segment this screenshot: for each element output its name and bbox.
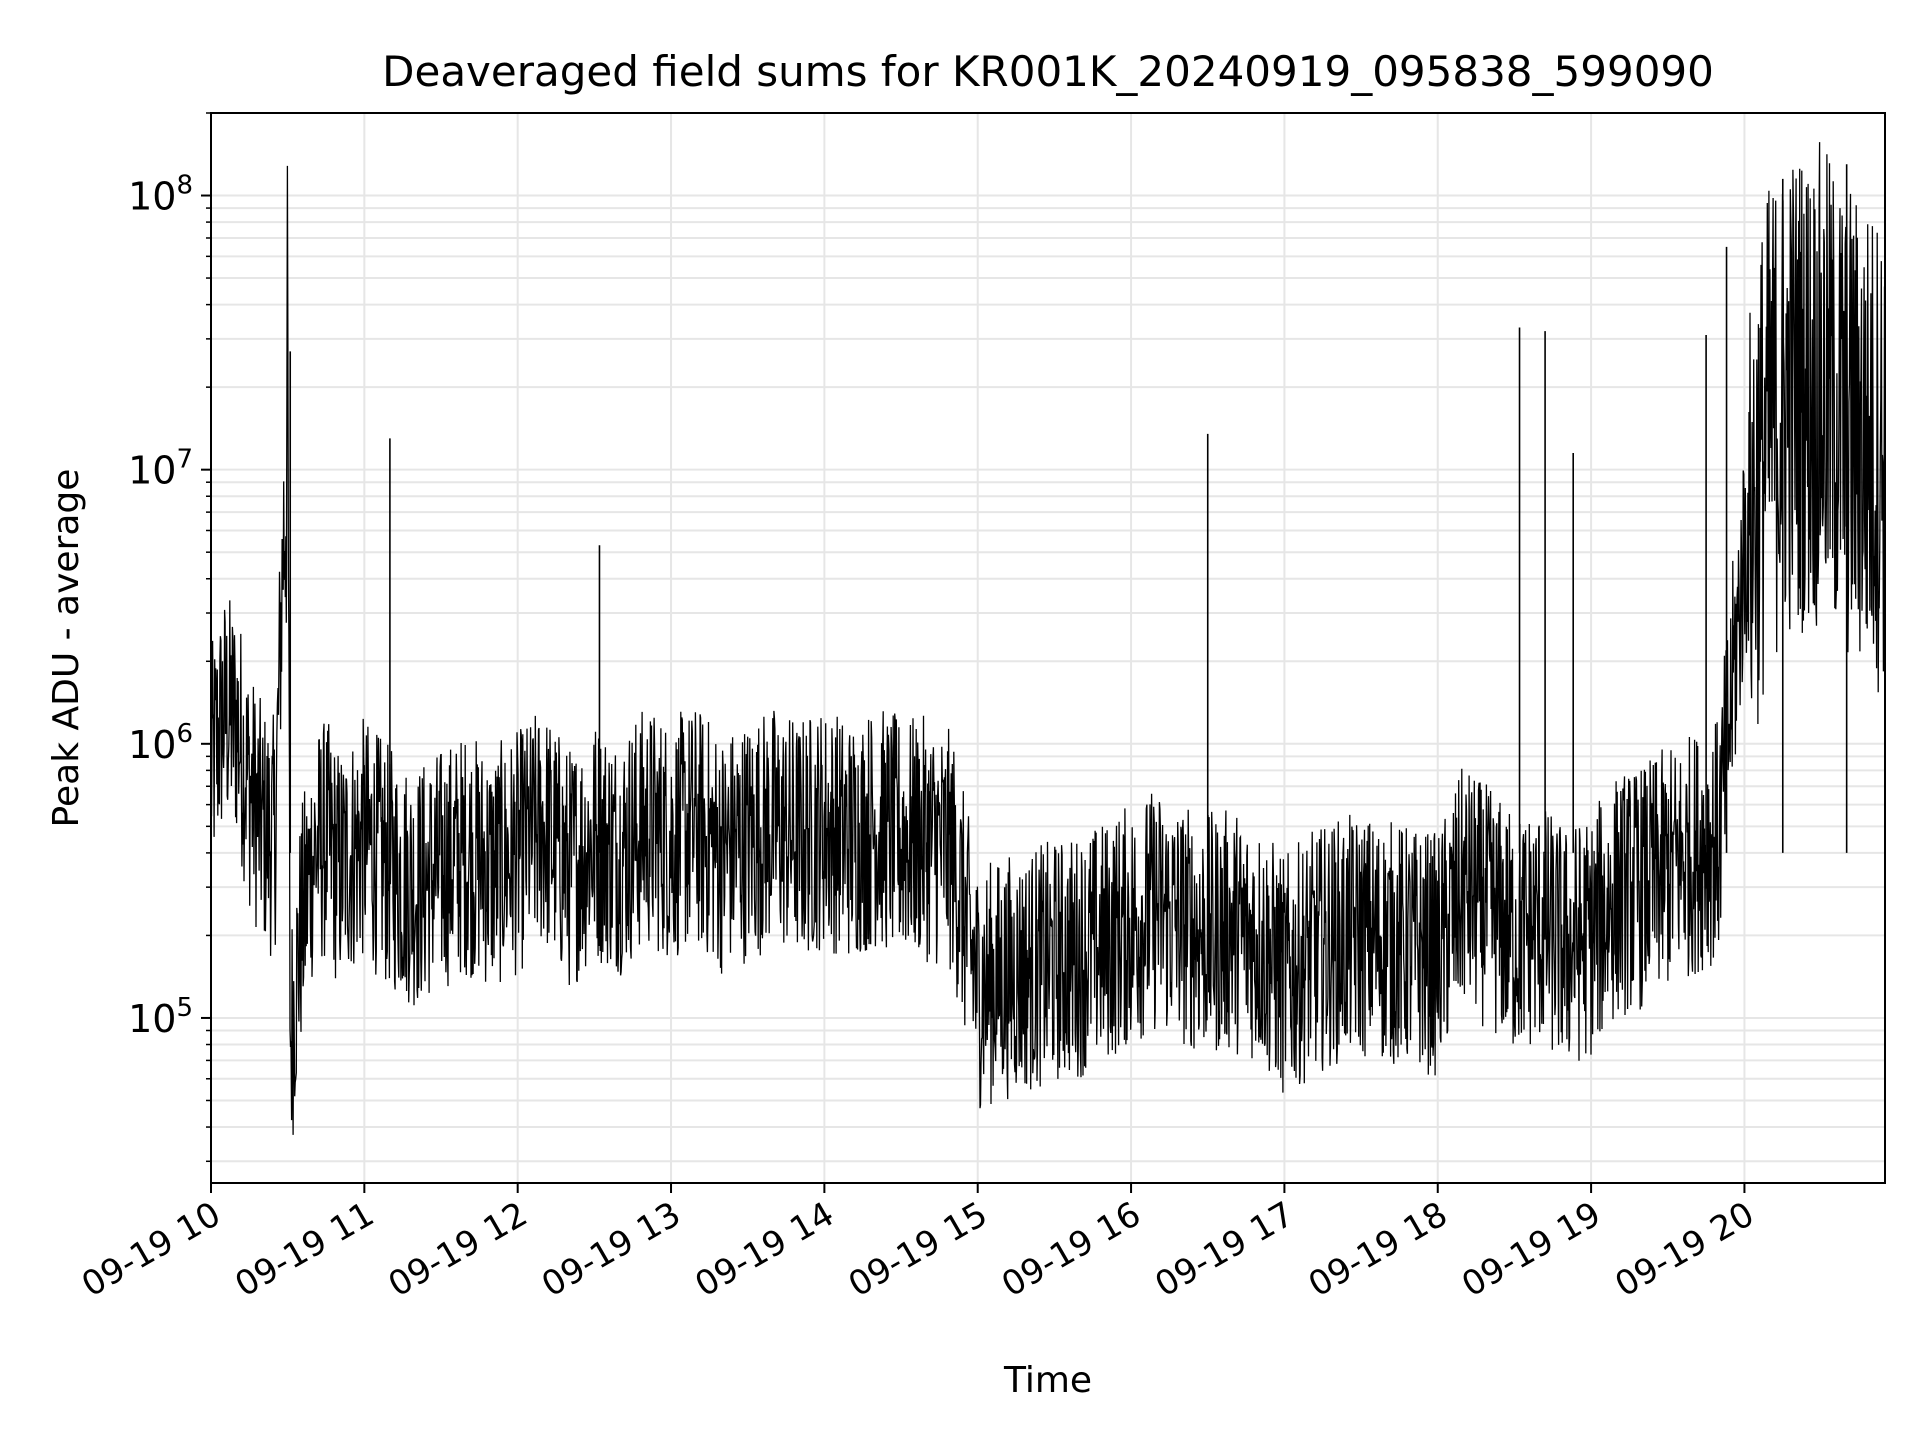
x-axis-label: Time bbox=[1003, 1360, 1092, 1401]
x-tick-label: 09-19 19 bbox=[1455, 1194, 1607, 1305]
x-tick-label: 09-19 11 bbox=[228, 1194, 380, 1305]
x-axis: 09-19 10 09-19 11 09-19 12 09-19 13 09-19 14… bbox=[75, 1183, 1761, 1305]
y-tick-label: 107 bbox=[128, 445, 193, 493]
y-tick-label: 108 bbox=[128, 171, 193, 219]
y-axis-label: Peak ADU - average bbox=[46, 469, 87, 828]
x-tick-label: 09-19 16 bbox=[995, 1194, 1147, 1305]
x-tick-label: 09-19 10 bbox=[75, 1194, 227, 1305]
x-tick-label: 09-19 14 bbox=[688, 1194, 840, 1305]
y-axis: 105 106 107 108 bbox=[128, 112, 211, 1163]
data-series bbox=[210, 142, 1886, 1135]
x-tick-label: 09-19 18 bbox=[1302, 1194, 1454, 1305]
y-tick-label: 105 bbox=[128, 993, 193, 1041]
series-line bbox=[210, 142, 1886, 1135]
x-tick-label: 09-19 13 bbox=[535, 1194, 687, 1305]
x-tick-label: 09-19 12 bbox=[382, 1194, 534, 1305]
x-tick-label: 09-19 17 bbox=[1149, 1194, 1301, 1305]
x-tick-label: 09-19 15 bbox=[842, 1194, 994, 1305]
grid-lines bbox=[210, 112, 1885, 1183]
chart-title: Deaveraged field sums for KR001K_2024091… bbox=[382, 47, 1714, 96]
y-tick-label: 106 bbox=[128, 719, 193, 767]
x-tick-label: 09-19 20 bbox=[1609, 1194, 1761, 1305]
plot-frame bbox=[210, 112, 1886, 1184]
